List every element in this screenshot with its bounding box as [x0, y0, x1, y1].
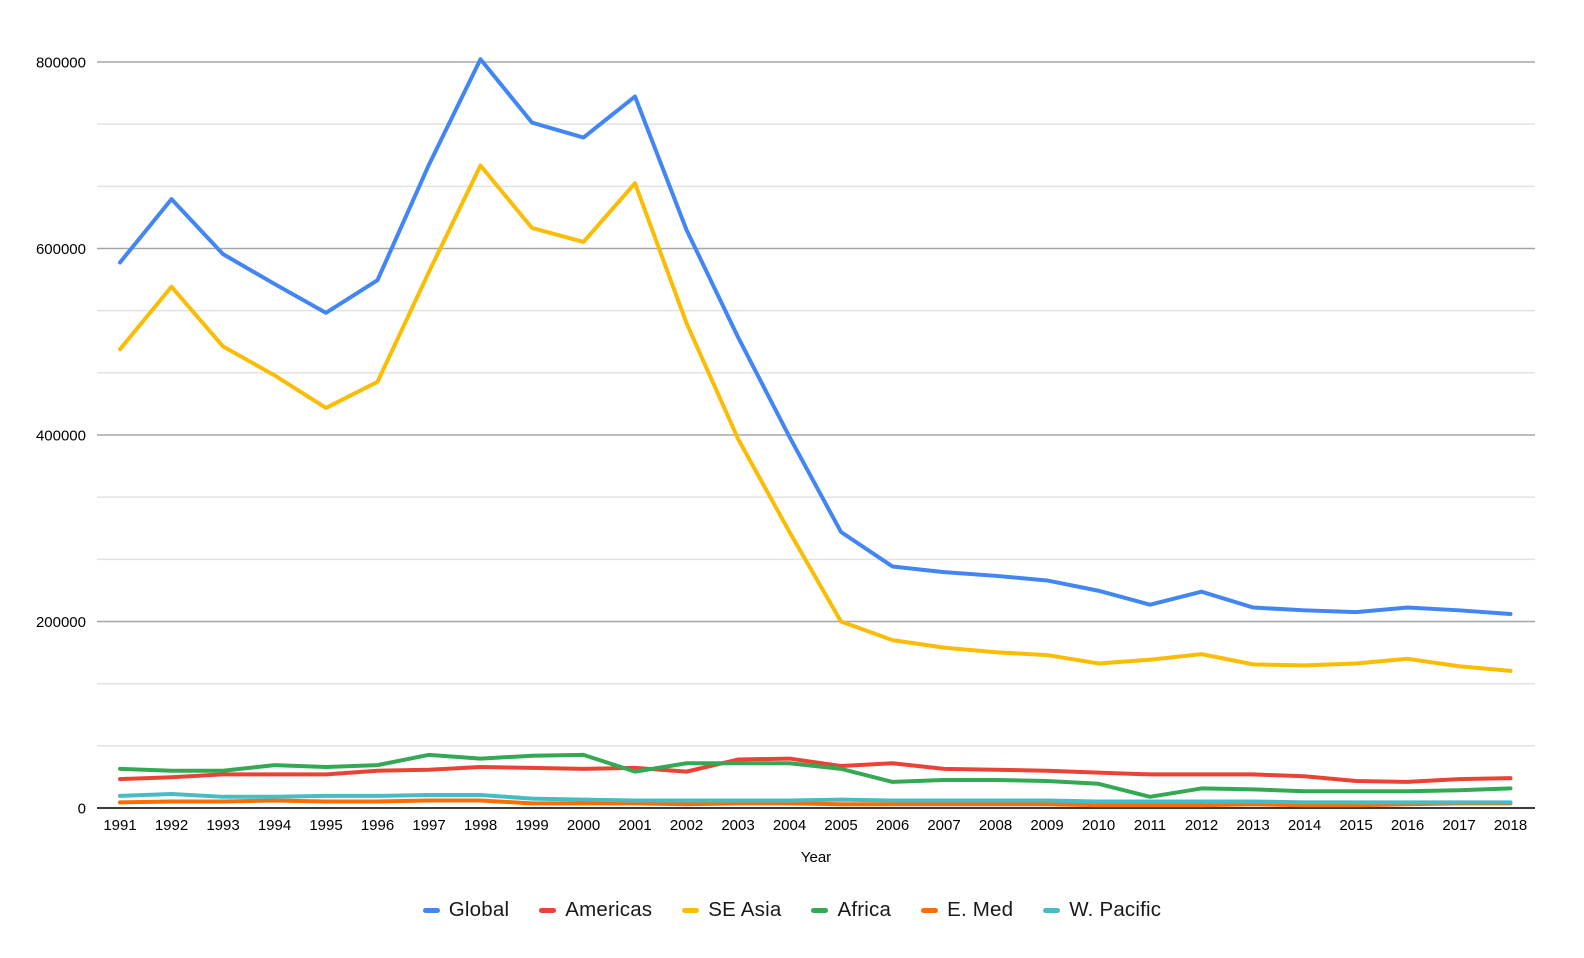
legend-item-w-pacific[interactable]: W. Pacific	[1043, 898, 1161, 922]
x-axis-tick-label: 1994	[258, 817, 291, 834]
legend-item-e-med[interactable]: E. Med	[921, 898, 1013, 922]
legend-item-africa[interactable]: Africa	[811, 898, 891, 922]
chart-legend: Global Americas SE Asia Africa E. Med W. Paci…	[0, 898, 1584, 922]
y-axis-tick-label: 400000	[36, 428, 86, 445]
series-line-e-med[interactable]	[118, 798, 1513, 808]
x-axis-tick-label: 1991	[103, 817, 136, 834]
series-line-global[interactable]	[118, 57, 1513, 617]
y-axis-tick-labels: 0 200000 400000 600000 800000	[36, 55, 86, 818]
x-axis-tick-label: 1992	[155, 817, 188, 834]
x-axis-tick-label: 2010	[1082, 817, 1115, 834]
series-line-se-asia[interactable]	[118, 163, 1513, 673]
x-axis-tick-label: 2016	[1391, 817, 1424, 834]
x-axis-tick-label: 2011	[1134, 817, 1166, 834]
legend-marker-icon	[539, 907, 557, 913]
legend-marker-icon	[422, 907, 440, 913]
y-axis-tick-label: 0	[78, 801, 86, 818]
x-axis-tick-label: 2014	[1288, 817, 1321, 834]
x-axis-tick-label: 2005	[824, 817, 857, 834]
legend-item-global[interactable]: Global	[422, 898, 510, 922]
x-axis-tick-label: 1996	[361, 817, 394, 834]
x-axis-tick-labels: 1991 1992 1993 1994 1995 1996 1997 1998 1999 2000…	[103, 817, 1527, 834]
legend-item-se-asia[interactable]: SE Asia	[682, 898, 781, 922]
x-axis-tick-label: 1997	[412, 817, 445, 834]
y-axis-tick-label: 800000	[36, 55, 86, 72]
x-axis-tick-label: 2013	[1236, 817, 1269, 834]
x-axis-tick-label: 2002	[670, 817, 703, 834]
x-axis-tick-label: 2015	[1339, 817, 1372, 834]
legend-marker-icon	[1043, 907, 1061, 913]
minor-gridlines	[97, 123, 1535, 747]
x-axis-tick-label: 2009	[1030, 817, 1063, 834]
legend-label: Global	[448, 898, 510, 921]
legend-label: Africa	[837, 898, 892, 921]
legend-label: E. Med	[947, 898, 1014, 921]
x-axis-tick-label: 2017	[1442, 817, 1475, 834]
series-line-americas[interactable]	[118, 756, 1513, 784]
x-axis-tick-label: 2012	[1185, 817, 1218, 834]
x-axis-tick-label: 1999	[515, 817, 548, 834]
legend-item-americas[interactable]: Americas	[539, 898, 652, 922]
x-axis-tick-label: 2006	[876, 817, 909, 834]
x-axis-tick-label: 2018	[1494, 817, 1527, 834]
x-axis-title: Year	[801, 849, 831, 866]
legend-marker-icon	[682, 907, 700, 913]
y-axis-tick-label: 600000	[36, 241, 86, 258]
x-axis-tick-label: 2004	[773, 817, 806, 834]
x-axis-tick-label: 1998	[464, 817, 497, 834]
x-axis-tick-label: 2000	[567, 817, 600, 834]
x-axis-tick-label: 1995	[309, 817, 342, 834]
x-axis-tick-label: 2001	[618, 817, 651, 834]
major-gridlines	[97, 61, 1535, 809]
x-axis-tick-label: 2008	[979, 817, 1012, 834]
x-axis-tick-label: 1993	[206, 817, 239, 834]
series-lines	[118, 57, 1513, 808]
series-line-africa[interactable]	[118, 752, 1513, 799]
series-line-w-pacific[interactable]	[118, 792, 1513, 805]
x-axis-tick-label: 2003	[721, 817, 754, 834]
legend-marker-icon	[811, 907, 829, 913]
legend-label: W. Pacific	[1069, 898, 1162, 921]
legend-label: Americas	[565, 898, 653, 921]
y-axis-tick-label: 200000	[36, 614, 86, 631]
legend-marker-icon	[921, 907, 939, 913]
legend-label: SE Asia	[708, 898, 782, 921]
x-axis-tick-label: 2007	[927, 817, 960, 834]
